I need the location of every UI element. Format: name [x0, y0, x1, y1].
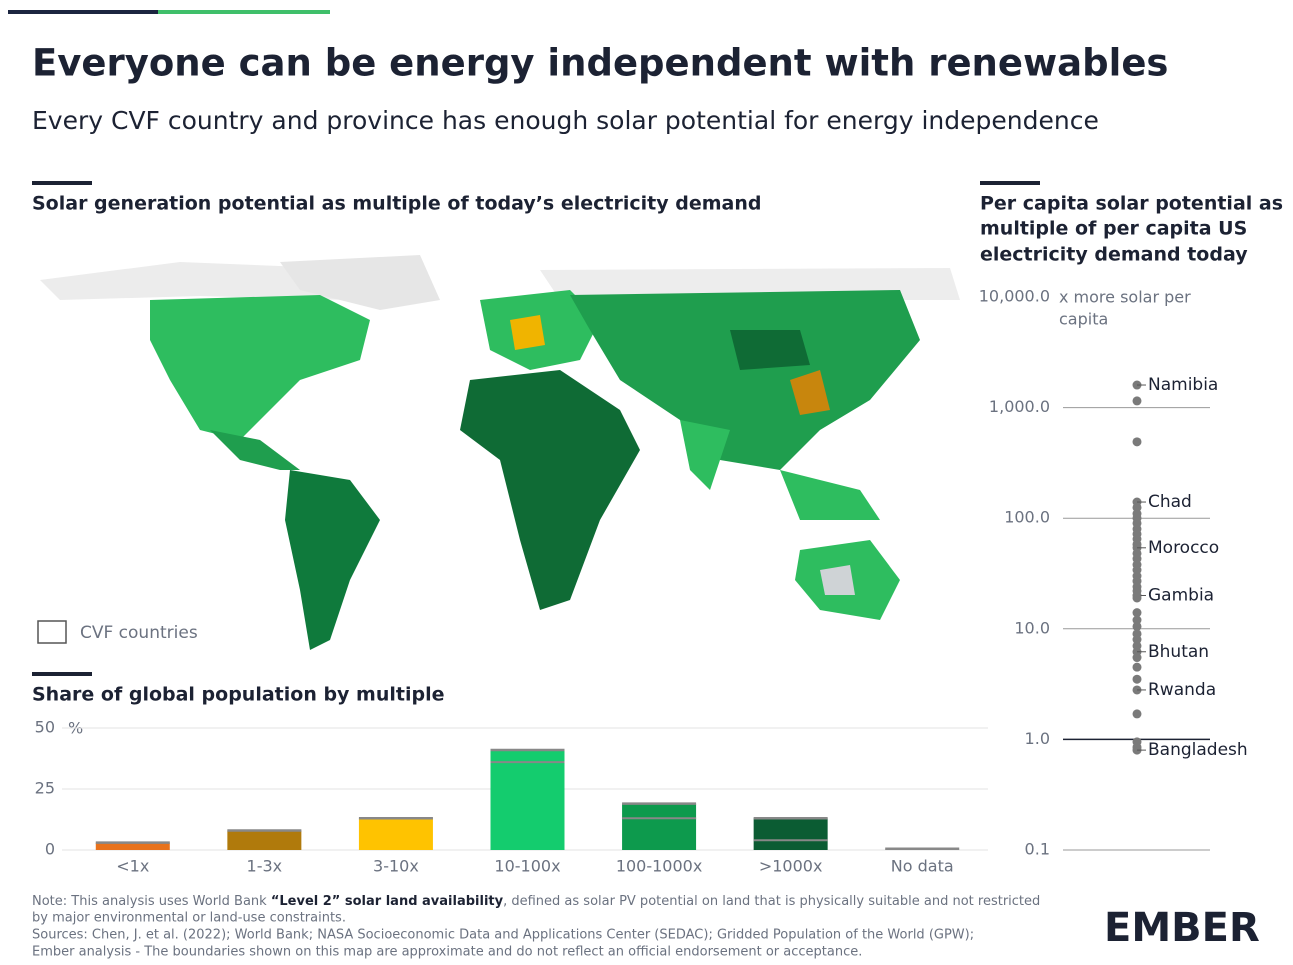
- bar: [753, 818, 828, 850]
- x-tick-label: 10-100x: [494, 857, 560, 876]
- x-tick-label: >1000x: [759, 857, 823, 876]
- dot: [1132, 662, 1142, 672]
- bar: [490, 749, 565, 850]
- central-america: [210, 430, 300, 470]
- y-tick-label: 1,000.0: [989, 397, 1050, 416]
- point-label: Gambia: [1148, 586, 1214, 606]
- dot: [1132, 653, 1142, 663]
- note-line: Ember analysis - The boundaries shown on…: [32, 945, 862, 960]
- point-label: Bhutan: [1148, 642, 1209, 662]
- bar: [622, 803, 697, 850]
- asia: [570, 290, 920, 470]
- logo: EMBER: [1104, 905, 1260, 951]
- east-asia: [790, 370, 830, 415]
- note-part: “Level 2” solar land availability: [271, 894, 504, 909]
- greenland: [280, 255, 440, 310]
- dot: [1132, 615, 1142, 625]
- point-label: Morocco: [1148, 538, 1219, 558]
- dot: [1132, 635, 1142, 645]
- map-title: Solar generation potential as multiple o…: [32, 193, 761, 215]
- axis-note: x more solar per: [1059, 288, 1191, 307]
- bar-title: Share of global population by multiple: [32, 684, 445, 706]
- dot: [1132, 621, 1142, 631]
- note-part: Note: This analysis uses World Bank: [32, 894, 271, 909]
- section-rule: [980, 181, 1040, 185]
- europe-low: [510, 315, 545, 350]
- strip-title: multiple of per capita US: [980, 218, 1247, 240]
- section-rule: [32, 181, 92, 185]
- africa: [460, 370, 640, 610]
- strip-title: electricity demand today: [980, 244, 1248, 266]
- y-tick-label: 10,000.0: [979, 287, 1050, 306]
- legend-label: CVF countries: [80, 623, 198, 643]
- note-part: , defined as solar PV potential on land …: [503, 894, 1040, 909]
- dot: [1132, 437, 1142, 447]
- bar: [358, 818, 433, 850]
- x-tick-label: 3-10x: [373, 857, 419, 876]
- bar: [95, 842, 170, 850]
- y-tick-label: 25: [35, 779, 55, 798]
- point-label: Chad: [1148, 492, 1192, 512]
- y-tick-label: 1.0: [1025, 729, 1050, 748]
- section-rule: [32, 672, 92, 676]
- note-line: Sources: Chen, J. et al. (2022); World B…: [32, 928, 974, 943]
- top-bar: [158, 10, 330, 14]
- point-label: Rwanda: [1148, 680, 1216, 700]
- mongolia: [730, 330, 810, 370]
- dot: [1132, 709, 1142, 719]
- north-america: [150, 295, 370, 440]
- australia-nodata: [820, 565, 855, 595]
- x-tick-label: 100-1000x: [616, 857, 703, 876]
- dot: [1132, 396, 1142, 406]
- bar: [227, 830, 302, 850]
- y-tick-label: 50: [35, 718, 55, 737]
- y-tick-label: 0.1: [1025, 840, 1050, 859]
- point-label: Bangladesh: [1148, 740, 1248, 760]
- south-america: [285, 470, 380, 650]
- arctic: [40, 262, 350, 300]
- axis-note: capita: [1059, 310, 1108, 329]
- strip-title: Per capita solar potential as: [980, 193, 1283, 215]
- legend-swatch: [37, 620, 67, 644]
- note: Note: This analysis uses World Bank “Lev…: [32, 894, 1040, 909]
- x-tick-label: <1x: [116, 857, 149, 876]
- dot: [1132, 593, 1142, 603]
- map: CVF countries: [37, 255, 960, 650]
- subtitle: Every CVF country and province has enoug…: [32, 106, 1099, 135]
- southeast-asia: [780, 470, 880, 520]
- x-tick-label: No data: [891, 857, 954, 876]
- title: Everyone can be energy independent with …: [32, 42, 1168, 85]
- india: [680, 420, 730, 490]
- y-tick-label: 0: [45, 840, 55, 859]
- dot: [1132, 674, 1142, 684]
- top-bar: [8, 10, 158, 14]
- point-label: Namibia: [1148, 375, 1218, 395]
- y-tick-label: 10.0: [1014, 618, 1050, 637]
- y-tick-label: 100.0: [1004, 508, 1050, 527]
- dot: [1132, 608, 1142, 618]
- note-line: by major environmental or land-use const…: [32, 911, 346, 926]
- x-tick-label: 1-3x: [247, 857, 283, 876]
